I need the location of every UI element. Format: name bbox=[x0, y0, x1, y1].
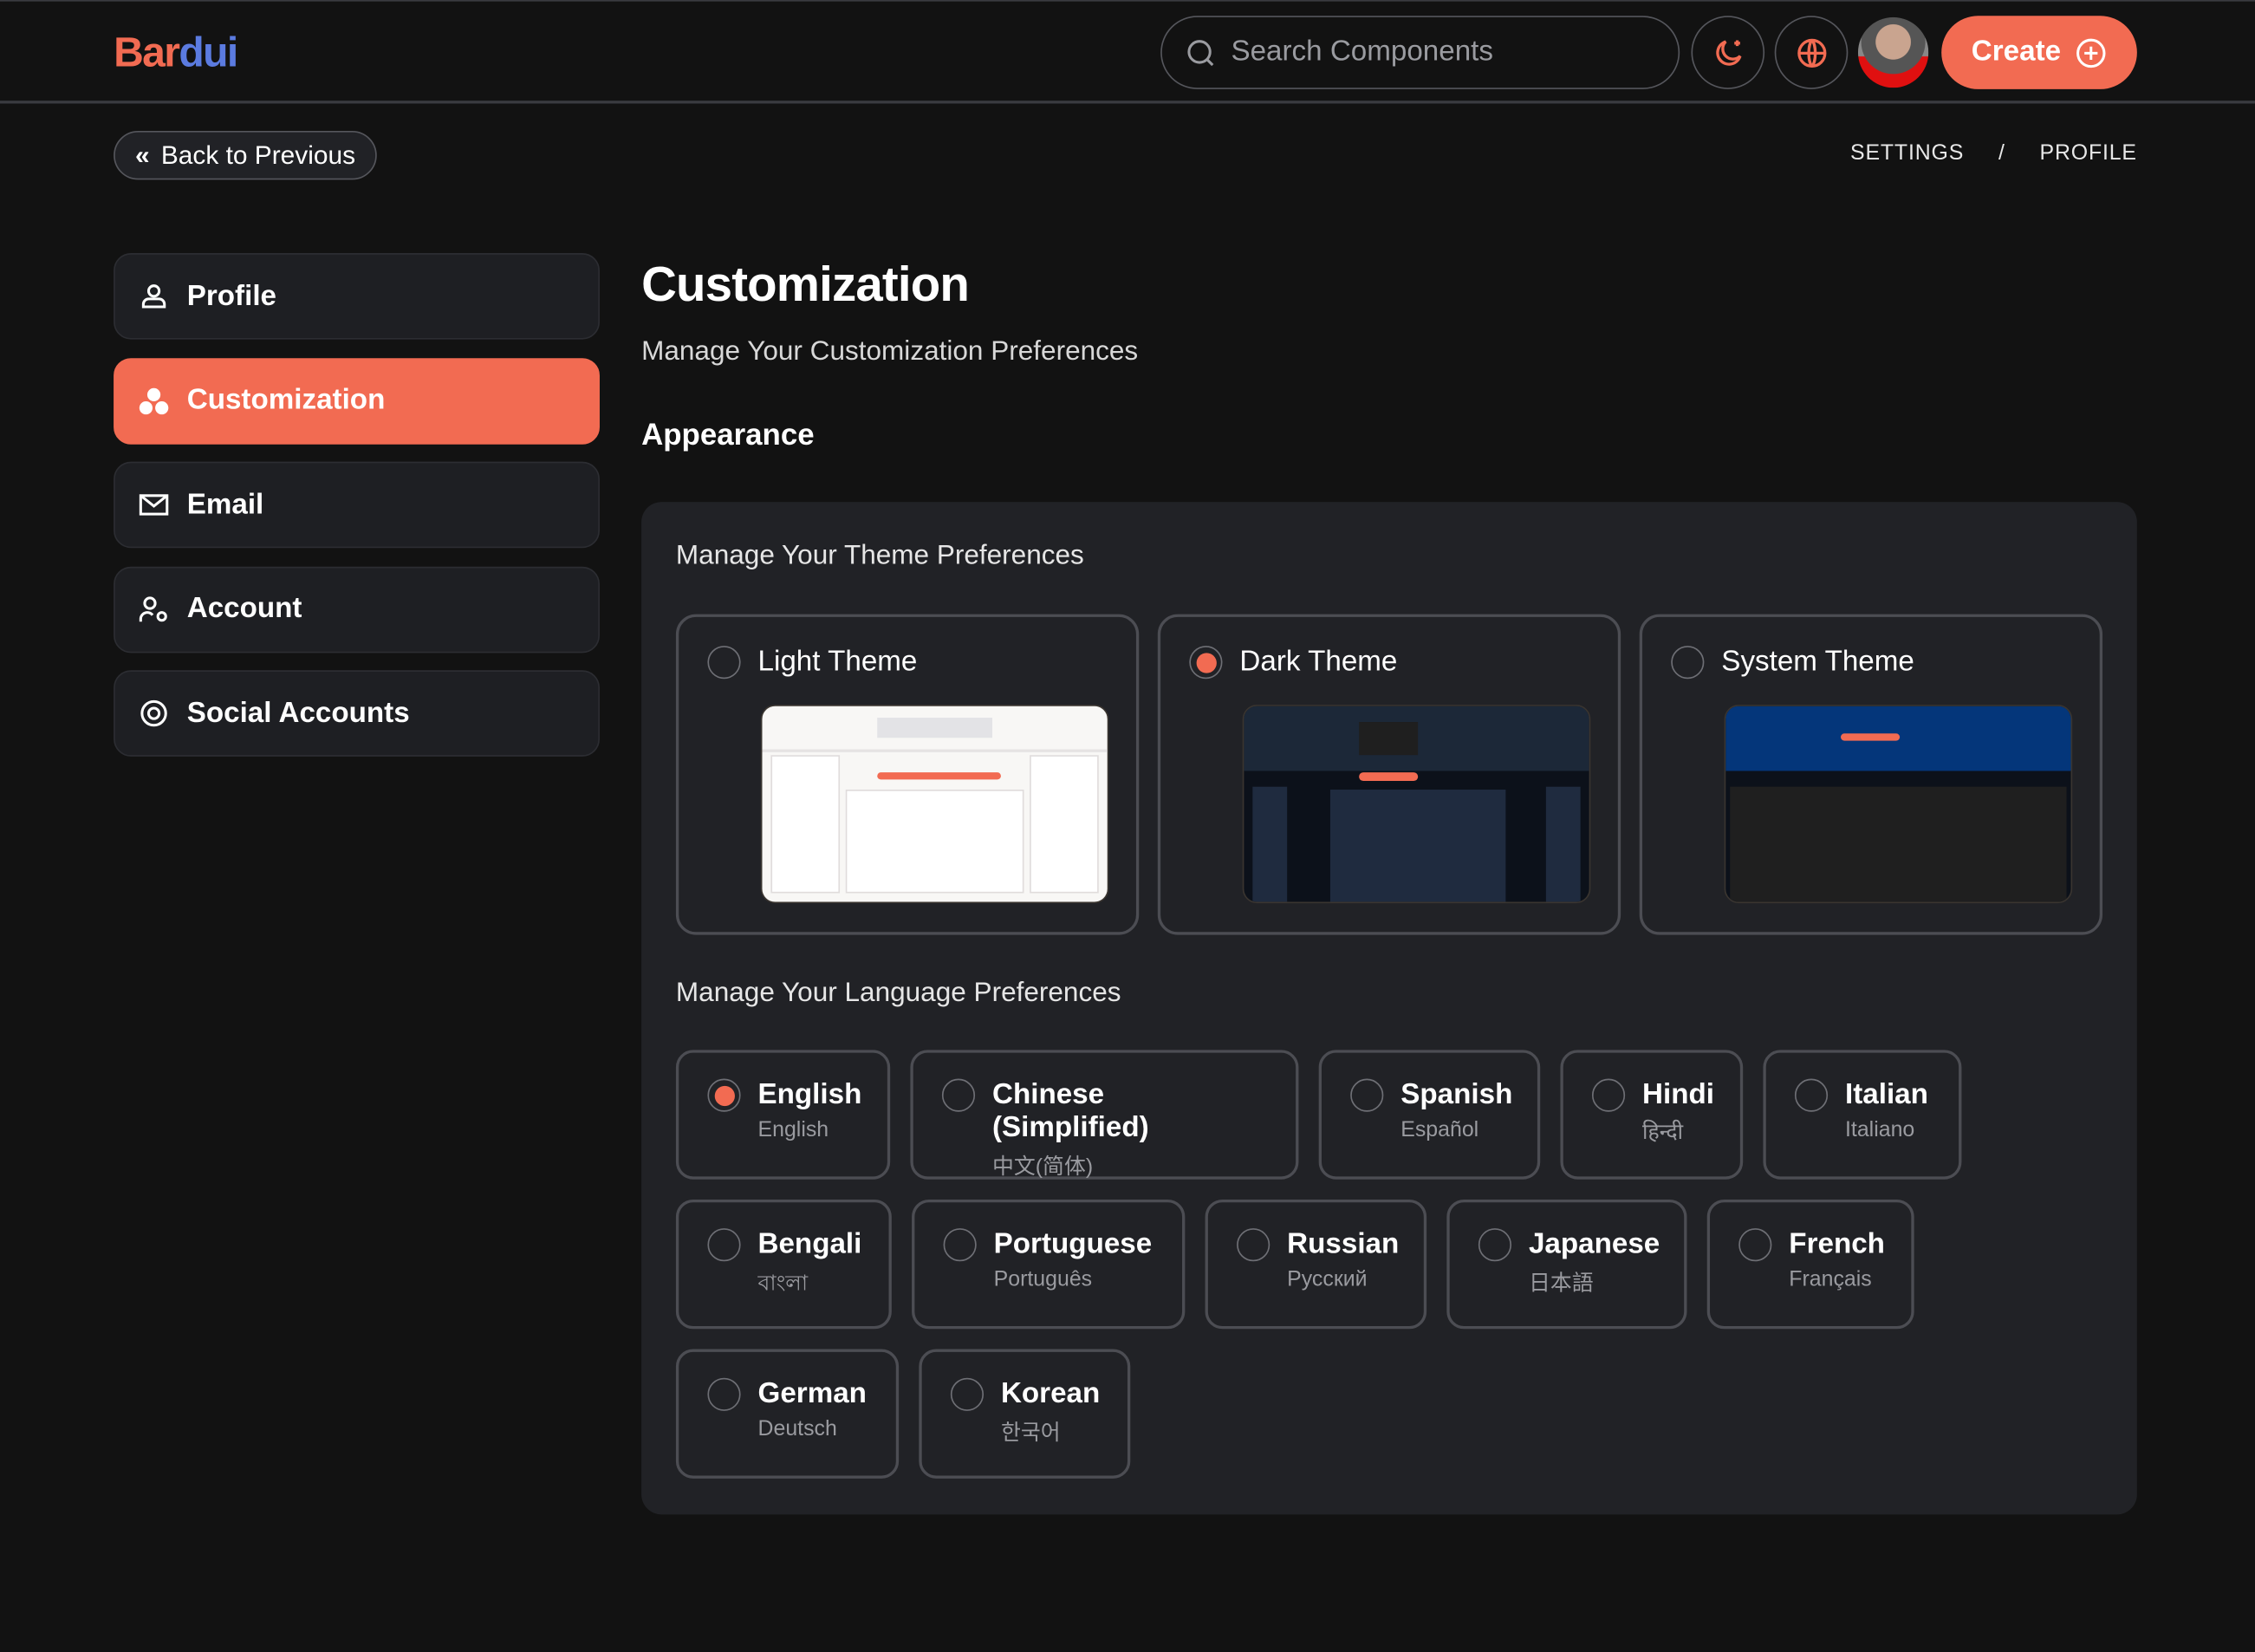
sidebar-item-email[interactable]: Email bbox=[114, 461, 600, 549]
logo[interactable]: Bardui bbox=[114, 29, 238, 76]
plus-circle-icon bbox=[2076, 37, 2106, 68]
radio[interactable] bbox=[1671, 646, 1705, 680]
theme-toggle-button[interactable] bbox=[1691, 16, 1765, 89]
theme-option-system[interactable]: System Theme bbox=[1639, 614, 2103, 935]
globe-icon bbox=[1797, 37, 1826, 68]
system-theme-preview bbox=[1724, 705, 2073, 904]
radio[interactable] bbox=[1738, 1228, 1772, 1262]
radio[interactable] bbox=[1350, 1078, 1384, 1112]
user-gear-icon bbox=[139, 595, 167, 621]
appearance-panel: Manage Your Theme Preferences Light Them… bbox=[641, 502, 2137, 1515]
language-option-italian[interactable]: Italian Italiano bbox=[1763, 1050, 1962, 1180]
language-option-korean[interactable]: Korean 한국어 bbox=[919, 1349, 1131, 1479]
radio[interactable] bbox=[1794, 1078, 1829, 1112]
radio[interactable] bbox=[1478, 1228, 1512, 1262]
top-bar: Bardui Search Components Create bbox=[0, 2, 2255, 104]
radio[interactable] bbox=[941, 1078, 976, 1112]
language-option-chinese[interactable]: Chinese (Simplified) 中文(简体) bbox=[910, 1050, 1299, 1180]
breadcrumb-separator: / bbox=[1998, 140, 2005, 166]
radio[interactable] bbox=[1591, 1078, 1626, 1112]
at-icon bbox=[140, 699, 167, 727]
radio[interactable] bbox=[950, 1377, 985, 1411]
dark-theme-preview bbox=[1242, 705, 1591, 904]
page-title: Customization bbox=[641, 257, 970, 313]
theme-heading: Manage Your Theme Preferences bbox=[675, 540, 1084, 571]
back-button[interactable]: « Back to Previous bbox=[114, 131, 377, 180]
language-heading: Manage Your Language Preferences bbox=[675, 978, 1121, 1009]
palette-icon bbox=[139, 387, 169, 414]
radio[interactable] bbox=[943, 1228, 977, 1262]
sidebar-item-social-accounts[interactable]: Social Accounts bbox=[114, 670, 600, 757]
search-placeholder: Search Components bbox=[1231, 36, 1494, 68]
radio[interactable] bbox=[1237, 1228, 1270, 1262]
create-button[interactable]: Create bbox=[1941, 16, 2137, 89]
radio[interactable] bbox=[707, 1228, 741, 1262]
sidebar-item-account[interactable]: Account bbox=[114, 565, 600, 653]
language-option-russian[interactable]: Russian Русский bbox=[1205, 1199, 1427, 1330]
language-option-spanish[interactable]: Spanish Español bbox=[1318, 1050, 1541, 1180]
sidebar-item-customization[interactable]: Customization bbox=[114, 357, 600, 444]
sidebar-item-profile[interactable]: Profile bbox=[114, 253, 600, 340]
language-option-german[interactable]: German Deutsch bbox=[675, 1349, 900, 1479]
sidebar: Profile Customization Email Account Soci… bbox=[114, 253, 600, 775]
mail-icon bbox=[139, 494, 169, 516]
language-option-french[interactable]: French Français bbox=[1706, 1199, 1914, 1330]
section-title: Appearance bbox=[641, 418, 815, 452]
theme-option-dark[interactable]: Dark Theme bbox=[1157, 614, 1621, 935]
language-option-english[interactable]: English English bbox=[675, 1050, 891, 1180]
language-option-portuguese[interactable]: Portuguese Português bbox=[912, 1199, 1186, 1330]
radio[interactable] bbox=[707, 646, 741, 680]
language-option-japanese[interactable]: Japanese 日本語 bbox=[1446, 1199, 1687, 1330]
language-options: English English Chinese (Simplified) 中文(简体… bbox=[675, 1050, 1962, 1499]
breadcrumb-profile[interactable]: PROFILE bbox=[2039, 140, 2137, 166]
light-theme-preview bbox=[760, 705, 1109, 904]
language-button[interactable] bbox=[1774, 16, 1849, 89]
breadcrumb: SETTINGS / PROFILE bbox=[1850, 141, 2137, 166]
avatar[interactable] bbox=[1857, 16, 1929, 88]
radio-selected[interactable] bbox=[707, 1078, 741, 1112]
breadcrumb-settings[interactable]: SETTINGS bbox=[1850, 140, 1965, 166]
moon-icon bbox=[1715, 39, 1741, 65]
radio[interactable] bbox=[707, 1377, 741, 1411]
search-icon bbox=[1187, 39, 1214, 66]
search-input[interactable]: Search Components bbox=[1160, 16, 1680, 89]
theme-option-light[interactable]: Light Theme bbox=[675, 614, 1140, 935]
page-subtitle: Manage Your Customization Preferences bbox=[641, 336, 1139, 367]
chevrons-left-icon: « bbox=[134, 140, 150, 169]
radio-selected[interactable] bbox=[1189, 646, 1223, 680]
user-icon bbox=[141, 284, 166, 309]
language-option-bengali[interactable]: Bengali বাংলা bbox=[675, 1199, 892, 1330]
language-option-hindi[interactable]: Hindi हिन्दी bbox=[1560, 1050, 1744, 1180]
